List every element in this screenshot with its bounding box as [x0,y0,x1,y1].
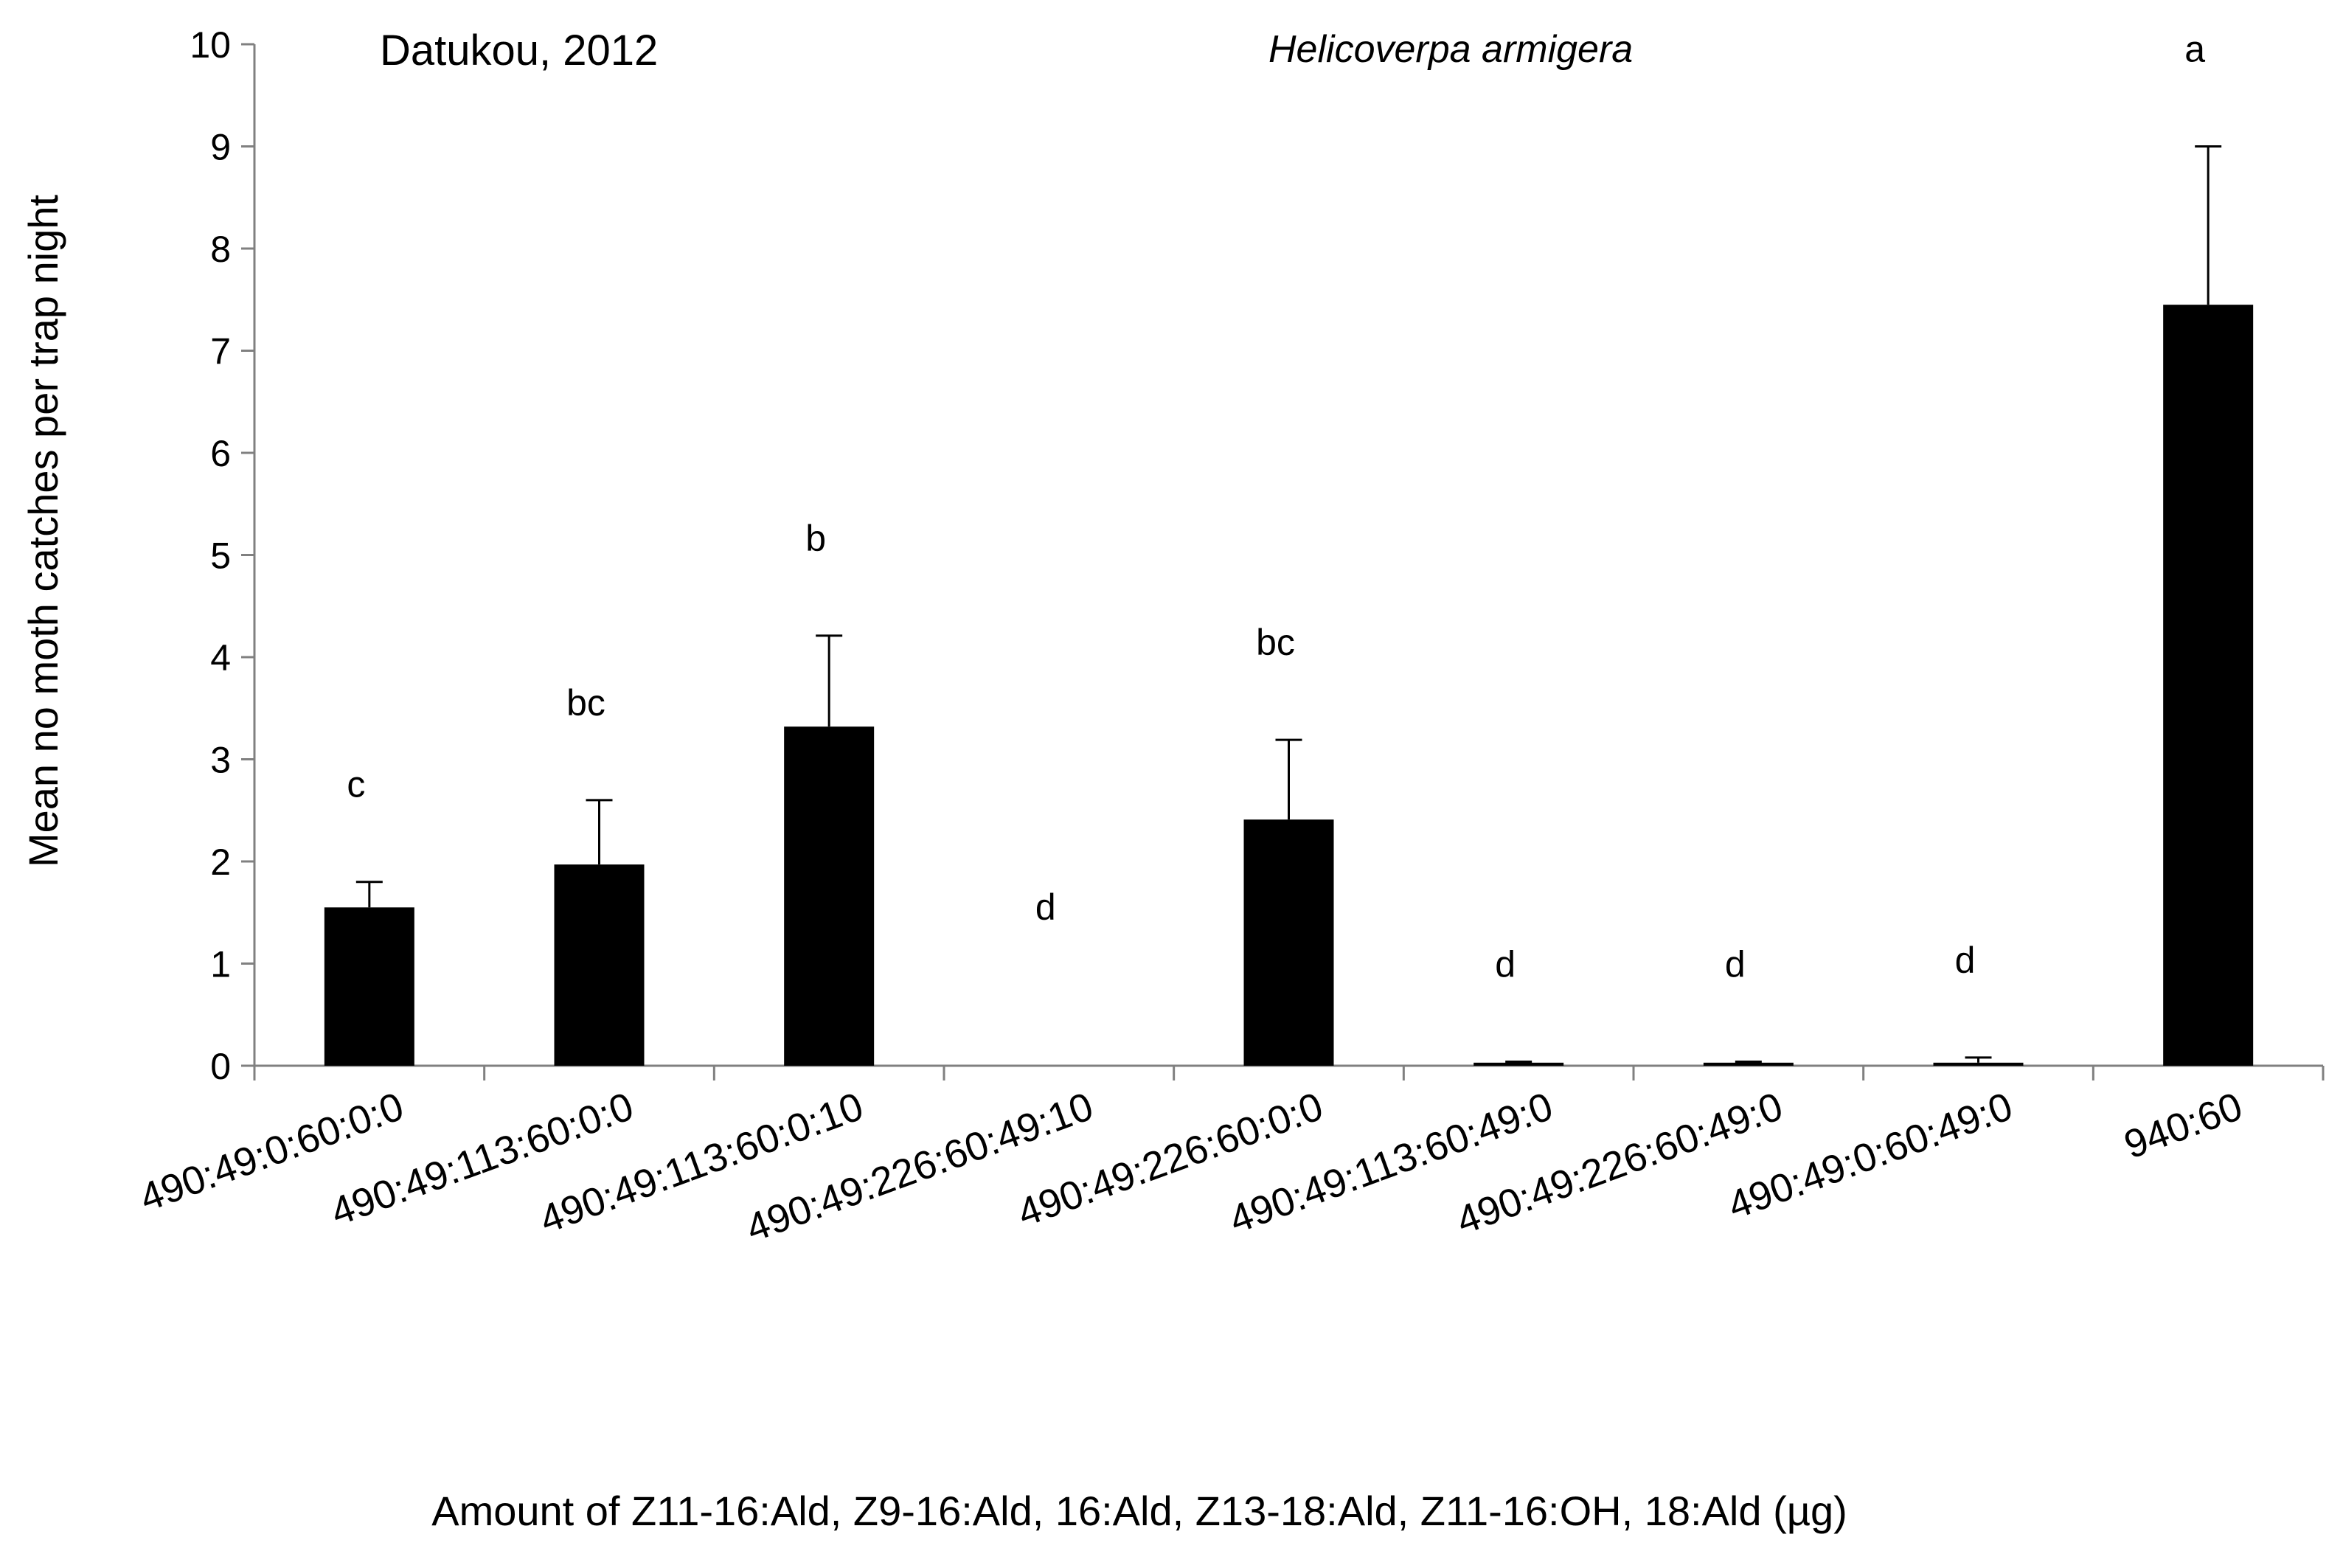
bar [1933,1062,2024,1066]
y-tick-label: 1 [210,944,231,985]
bar [784,726,875,1066]
y-tick-label: 0 [210,1046,231,1087]
significance-label: d [1035,887,1056,928]
y-axis-title: Mean no moth catches per trap night [20,195,66,868]
x-axis-title: Amount of Z11-16:Ald, Z9-16:Ald, 16:Ald,… [431,1488,1847,1534]
significance-label: d [1955,940,1976,981]
y-tick-label: 8 [210,229,231,270]
bar [2163,305,2254,1066]
bar [324,907,414,1066]
y-tick-label: 3 [210,740,231,781]
x-axis [253,1064,2325,1080]
significance-label: bc [1256,622,1295,663]
y-tick-label: 6 [210,433,231,474]
y-tick-label: 5 [210,535,231,577]
y-tick-label: 10 [190,24,231,66]
bar [1474,1062,1564,1066]
significance-label: d [1725,943,1746,985]
annotation-species: Helicoverpa armigera [1268,28,1633,71]
x-tick-label: 940:60 [2119,1084,2249,1168]
x-tick-labels: 490:49:0:60:0:0490:49:113:60:0:0490:49:1… [134,1084,2249,1251]
y-axis: 0 1 2 3 4 5 6 7 8 9 10 [190,24,256,1087]
bar [1243,819,1334,1066]
significance-label: a [2184,29,2205,70]
bar [1703,1062,1794,1066]
annotation-location: Datukou, 2012 [380,27,658,74]
bar [554,864,645,1066]
error-bars [355,145,2222,1063]
y-tick-label: 9 [210,127,231,168]
significance-labels: c bc b d bc d d d a [347,29,2205,985]
significance-label: bc [566,682,605,724]
y-tick-label: 7 [210,331,231,372]
y-tick-label: 4 [210,637,231,679]
y-tick-label: 2 [210,842,231,883]
bar-series [324,305,2254,1066]
significance-label: b [805,518,826,559]
significance-label: c [347,764,365,805]
significance-label: d [1495,943,1516,985]
